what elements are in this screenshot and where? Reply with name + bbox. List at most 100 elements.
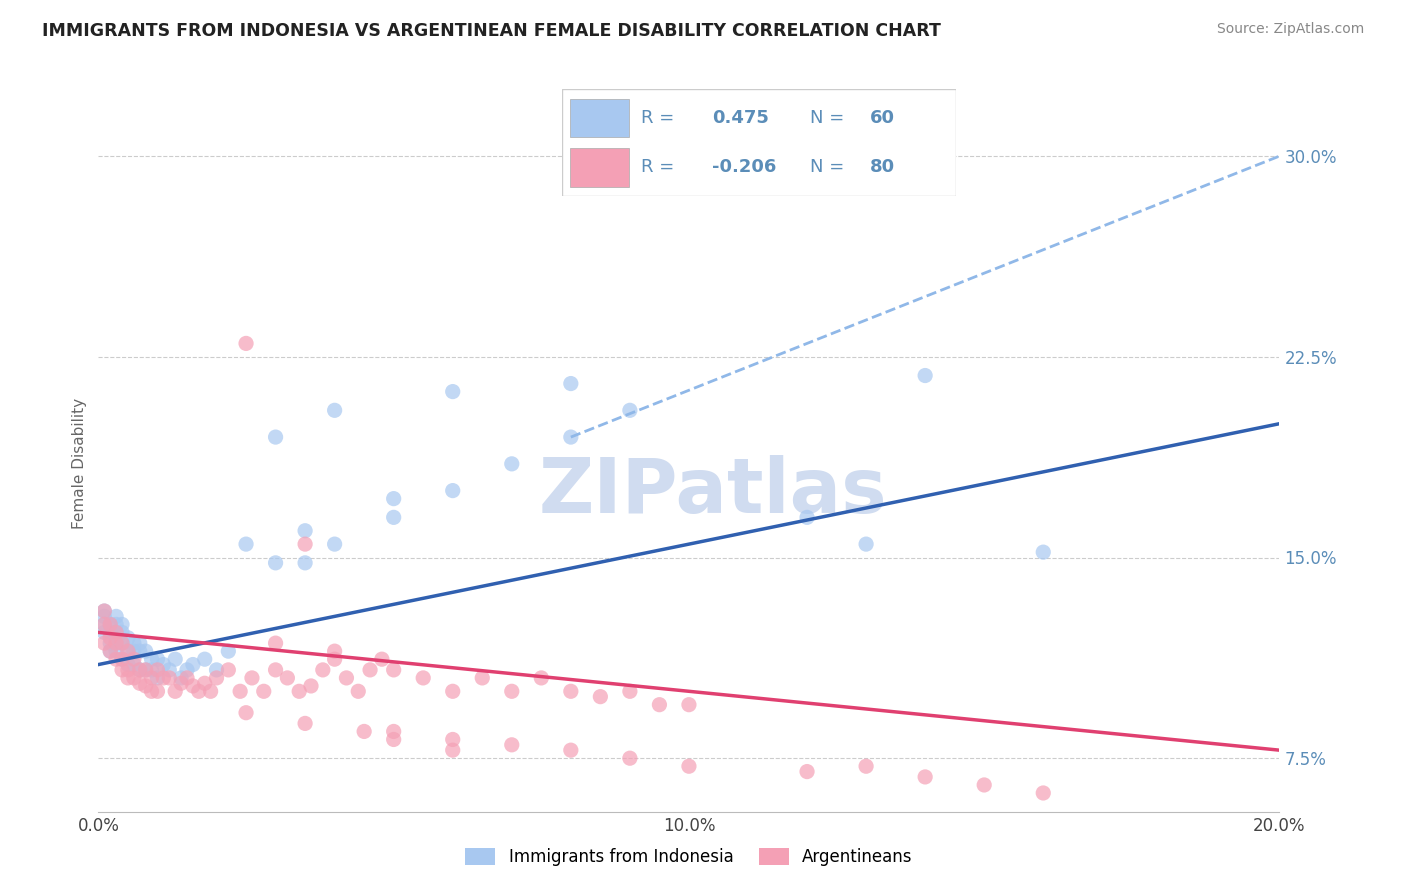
Point [128, 644, 150, 658]
Text: 80: 80 [869, 159, 894, 177]
Point [235, 706, 257, 720]
Point [382, 510, 405, 524]
Point [371, 652, 394, 666]
Text: IMMIGRANTS FROM INDONESIA VS ARGENTINEAN FEMALE DISABILITY CORRELATION CHART: IMMIGRANTS FROM INDONESIA VS ARGENTINEAN… [42, 22, 941, 40]
Point [105, 636, 128, 650]
Point [93, 604, 115, 618]
Point [170, 671, 193, 685]
Point [105, 625, 128, 640]
Y-axis label: Female Disability: Female Disability [72, 398, 87, 530]
Point [229, 684, 252, 698]
Point [128, 676, 150, 690]
Point [973, 778, 995, 792]
Point [441, 483, 464, 498]
Point [111, 636, 134, 650]
Point [560, 684, 582, 698]
Point [194, 676, 217, 690]
Point [471, 671, 494, 685]
Point [117, 644, 139, 658]
Point [98, 625, 121, 640]
Point [93, 609, 115, 624]
Point [105, 625, 128, 640]
FancyBboxPatch shape [562, 89, 956, 196]
Point [122, 636, 145, 650]
Point [128, 663, 150, 677]
Point [441, 743, 464, 757]
Point [441, 732, 464, 747]
Point [335, 671, 357, 685]
Point [235, 537, 257, 551]
Legend: Immigrants from Indonesia, Argentineans: Immigrants from Indonesia, Argentineans [458, 841, 920, 873]
Point [146, 652, 169, 666]
Point [235, 336, 257, 351]
Point [181, 679, 204, 693]
Point [93, 617, 115, 632]
Point [619, 684, 641, 698]
Point [105, 652, 128, 666]
Point [323, 644, 346, 658]
Point [294, 556, 316, 570]
Point [914, 770, 936, 784]
Point [441, 384, 464, 399]
Point [323, 537, 346, 551]
Point [117, 631, 139, 645]
Point [796, 510, 818, 524]
Point [382, 732, 405, 747]
Point [122, 644, 145, 658]
Point [299, 679, 322, 693]
Point [146, 671, 169, 685]
Point [382, 724, 405, 739]
Point [323, 403, 346, 417]
Point [501, 684, 523, 698]
Point [264, 636, 287, 650]
Point [294, 716, 316, 731]
Point [353, 724, 375, 739]
Point [187, 684, 209, 698]
Point [217, 663, 239, 677]
Point [205, 671, 228, 685]
Point [141, 663, 163, 677]
Point [796, 764, 818, 779]
Point [122, 657, 145, 672]
Point [205, 663, 228, 677]
Text: 0.475: 0.475 [711, 109, 769, 127]
Point [105, 644, 128, 658]
Point [294, 537, 316, 551]
Point [501, 738, 523, 752]
Point [176, 663, 198, 677]
Point [530, 671, 553, 685]
Point [200, 684, 222, 698]
Point [678, 698, 700, 712]
FancyBboxPatch shape [571, 148, 630, 186]
Point [105, 617, 128, 632]
Point [678, 759, 700, 773]
Point [347, 684, 370, 698]
Point [914, 368, 936, 383]
Point [253, 684, 276, 698]
Point [501, 457, 523, 471]
Point [122, 652, 145, 666]
Point [152, 657, 174, 672]
Point [264, 663, 287, 677]
Point [181, 657, 204, 672]
Point [412, 671, 434, 685]
Point [111, 625, 134, 640]
Text: -0.206: -0.206 [711, 159, 776, 177]
Point [111, 617, 134, 632]
Point [135, 679, 157, 693]
Point [122, 671, 145, 685]
Point [294, 524, 316, 538]
Point [276, 671, 298, 685]
Point [619, 751, 641, 765]
Text: N =: N = [810, 109, 845, 127]
Point [359, 663, 381, 677]
Point [1032, 545, 1054, 559]
Point [111, 652, 134, 666]
Point [98, 644, 121, 658]
Point [855, 759, 877, 773]
Point [264, 430, 287, 444]
Point [382, 663, 405, 677]
Point [146, 684, 169, 698]
Point [170, 676, 193, 690]
Point [93, 617, 115, 632]
